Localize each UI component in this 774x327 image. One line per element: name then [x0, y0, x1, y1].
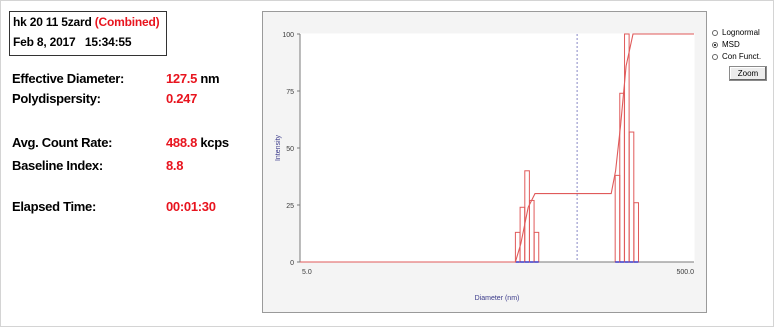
polydispersity-number: 0.247	[166, 91, 198, 106]
x-tick-label: 5.0	[302, 269, 312, 276]
zoom-button[interactable]: Zoom	[729, 66, 767, 81]
x-tick-label: 500.0	[676, 269, 694, 276]
y-tick-label: 50	[286, 146, 294, 153]
avg-count-rate-unit: kcps	[197, 135, 229, 150]
option-lognormal[interactable]: Lognormal	[712, 28, 760, 37]
y-tick-label: 75	[286, 89, 294, 96]
y-tick-label: 100	[282, 32, 294, 39]
elapsed-time-value: 00:01:30	[166, 199, 216, 214]
radio-con-funct[interactable]	[712, 53, 718, 60]
size-distribution-chart-panel: 100 75 50 25 0 5.0 500.0 Diameter (nm) Intensity	[262, 11, 707, 313]
y-axis-label: Intensity	[275, 134, 282, 161]
sample-name-text: hk 20 11 5zard	[13, 15, 92, 29]
sample-info-box: hk 20 11 5zard (Combined) Feb 8, 2017 15…	[9, 11, 167, 56]
effective-diameter-unit: nm	[197, 71, 220, 86]
combined-tag: (Combined)	[94, 15, 160, 29]
avg-count-rate-value: 488.8 kcps	[166, 135, 229, 150]
elapsed-time-number: 00:01:30	[166, 199, 216, 214]
size-distribution-chart: 100 75 50 25 0 5.0 500.0 Diameter (nm) Intensity	[275, 32, 695, 302]
effective-diameter-number: 127.5	[166, 71, 198, 86]
option-con-funct-label: Con Funct.	[722, 52, 762, 61]
baseline-index-number: 8.8	[166, 158, 184, 173]
polydispersity-value: 0.247	[166, 91, 197, 106]
sample-datetime: Feb 8, 2017 15:34:55	[13, 35, 132, 49]
baseline-index-value: 8.8	[166, 158, 183, 173]
sample-name: hk 20 11 5zard (Combined)	[13, 15, 160, 29]
cumulative-line	[300, 33, 694, 263]
option-con-funct[interactable]: Con Funct.	[712, 52, 761, 61]
effective-diameter-value: 127.5 nm	[166, 71, 220, 86]
x-axis-label: Diameter (nm)	[475, 295, 520, 302]
baseline-index-label: Baseline Index:	[12, 158, 103, 173]
y-tick-label: 25	[286, 203, 294, 210]
radio-msd[interactable]	[712, 41, 718, 48]
effective-diameter-label: Effective Diameter:	[12, 71, 125, 86]
option-lognormal-label: Lognormal	[722, 28, 760, 37]
radio-lognormal[interactable]	[712, 29, 718, 36]
avg-count-rate-number: 488.8	[166, 135, 198, 150]
y-tick-label: 0	[290, 260, 294, 267]
elapsed-time-label: Elapsed Time:	[12, 199, 97, 214]
option-msd[interactable]: MSD	[712, 40, 740, 49]
avg-count-rate-label: Avg. Count Rate:	[12, 135, 113, 150]
option-msd-label: MSD	[722, 40, 740, 49]
polydispersity-label: Polydispersity:	[12, 91, 101, 106]
plot-area	[299, 33, 695, 263]
